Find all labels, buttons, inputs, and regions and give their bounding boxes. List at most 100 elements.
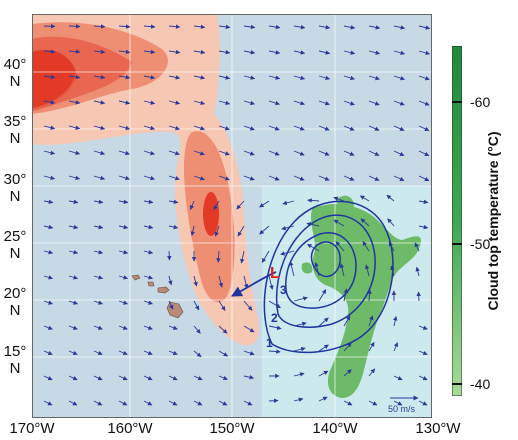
wind-vector [243,150,255,156]
wind-vector [343,369,352,377]
wind-vector [418,199,429,205]
wind-vector [293,372,305,377]
wind-vector [333,219,345,227]
wind-vector [68,400,78,406]
lat-label-15n: 15° N [3,343,27,377]
wind-vector [43,350,53,355]
wind-vector [118,275,129,280]
wind-vector [43,125,56,130]
wind-vector [261,250,270,263]
wind-vector [93,49,106,55]
wind-vector [418,375,428,381]
wind-vector [93,150,106,156]
wind-vector [168,325,178,330]
island-oahu [147,281,155,287]
wind-vector [367,289,372,302]
wind-vector [143,250,154,255]
wind-vector [118,125,131,131]
wind-vector [243,400,253,406]
wind-vector [368,368,376,377]
wind-vector [243,300,253,311]
wind-vector [143,350,153,355]
wind-vector [193,375,203,381]
wind-vector [168,199,179,205]
wind-vector [143,125,155,131]
map-canvas: 1 2 3 L 50 m/s [32,14,432,418]
lat-label-35n: 35° N [3,113,27,147]
wind-vector [93,74,106,80]
wind-vector [43,199,54,205]
wind-vector [386,194,395,202]
wind-vector [368,50,381,55]
wind-vector [118,400,128,406]
colorbar-tick-label-top: -60 [470,94,491,110]
wind-vector [393,125,405,131]
wind-vector [343,175,355,181]
wind-vector [418,175,430,182]
wind-vector [93,24,106,29]
wind-vector [167,250,172,261]
wind-vector [268,75,281,80]
wind-vector [68,300,78,305]
wind-vector [216,250,221,263]
colorbar-tick-label-bottom: -40 [470,376,491,392]
wind-vector [282,200,295,206]
wind-vector [93,275,104,280]
wind-vector [218,350,229,357]
wind-vector [416,291,421,302]
wind-vector [168,125,180,131]
island-maui-group [157,286,170,294]
wind-vector [193,100,206,106]
wind-vector [343,315,351,327]
island-kauai [131,274,141,281]
wind-vector [168,75,181,80]
wind-vector [143,24,156,29]
wind-vector [68,49,81,54]
vector-scale-label: 50 m/s [388,404,416,414]
wind-vector [68,325,78,330]
lat-label-25n: 25° N [3,228,27,262]
wind-vector-field [43,24,431,406]
wind-vector [43,275,54,280]
wind-vector [213,200,220,211]
wind-vector [259,225,270,235]
lon-label-130w: 130°W [415,420,461,437]
wind-vector [393,100,405,106]
wind-vector [168,350,178,355]
wind-vector [318,75,331,81]
wind-vector [93,250,104,255]
wind-vector [168,175,180,181]
wind-vector [68,150,81,156]
lat-label-30n: 30° N [3,171,27,205]
wind-vector [118,49,131,55]
wind-vector [68,224,79,230]
cloud-fragment-south [348,318,362,335]
wind-vector [293,75,306,81]
wind-vector [360,218,370,227]
wind-vector [143,49,156,55]
wind-vector [193,350,202,358]
wind-vector [143,100,156,105]
wind-vector [43,100,56,105]
wind-vector [93,400,103,406]
wind-vector [68,100,81,105]
low-pressure-marker: L [270,265,280,282]
wind-vector [368,25,381,30]
wind-vector [168,300,174,310]
wind-vector [118,100,131,105]
wind-vector [343,125,355,131]
wind-vector [218,275,224,288]
wind-vector [268,100,280,106]
wind-vector [362,241,370,252]
wind-vector [93,100,106,105]
lat-label-20n: 20° N [3,285,27,319]
wind-vector [189,200,195,210]
contour-3 [285,232,357,309]
wind-vector [68,350,78,355]
cloud-fragment-north [336,195,354,210]
wind-vector [118,325,128,330]
wind-vector [318,100,330,106]
wind-vector [289,261,295,277]
wind-vector [93,350,103,355]
wind-vector [343,150,355,156]
